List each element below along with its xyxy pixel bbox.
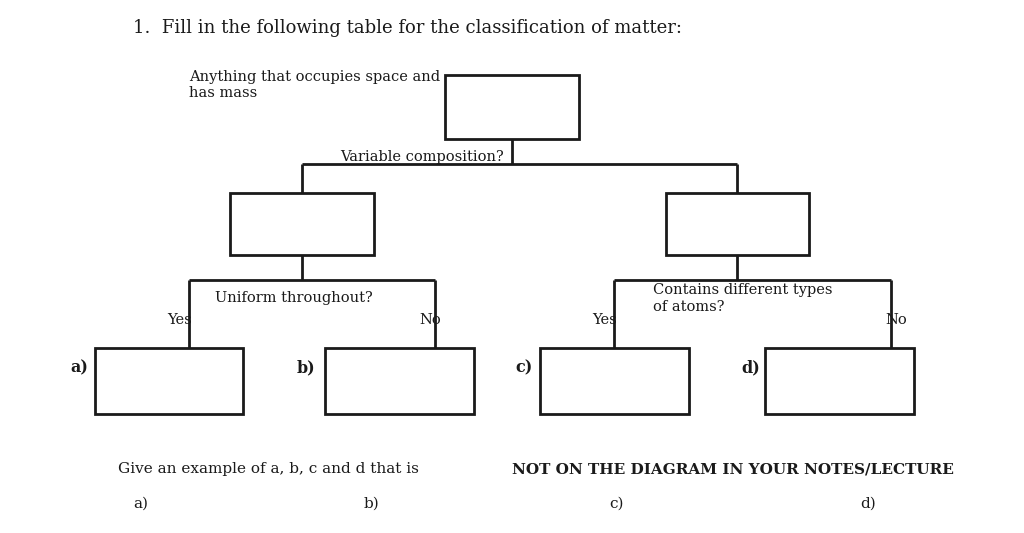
Text: NOT ON THE DIAGRAM IN YOUR NOTES/LECTURE: NOT ON THE DIAGRAM IN YOUR NOTES/LECTURE bbox=[512, 462, 954, 476]
Text: No: No bbox=[419, 313, 441, 327]
Text: Yes: Yes bbox=[167, 313, 191, 327]
Bar bbox=[765, 348, 913, 415]
Text: c): c) bbox=[609, 497, 624, 511]
Text: Contains different types
of atoms?: Contains different types of atoms? bbox=[653, 284, 833, 313]
Text: Uniform throughout?: Uniform throughout? bbox=[215, 292, 373, 305]
Text: Give an example of a, b, c and d that is: Give an example of a, b, c and d that is bbox=[118, 462, 424, 476]
Text: a): a) bbox=[133, 497, 148, 511]
Bar bbox=[95, 348, 244, 415]
Bar bbox=[230, 193, 374, 255]
Text: Anything that occupies space and
has mass: Anything that occupies space and has mas… bbox=[189, 70, 440, 100]
Bar bbox=[326, 348, 473, 415]
Text: a): a) bbox=[71, 359, 88, 376]
Text: Variable composition?: Variable composition? bbox=[340, 150, 504, 164]
Text: b): b) bbox=[297, 359, 315, 376]
Text: Yes: Yes bbox=[592, 313, 616, 327]
Text: 1.  Fill in the following table for the classification of matter:: 1. Fill in the following table for the c… bbox=[133, 19, 682, 37]
Text: No: No bbox=[885, 313, 907, 327]
Text: b): b) bbox=[364, 497, 379, 511]
Bar bbox=[541, 348, 688, 415]
Text: d): d) bbox=[860, 497, 876, 511]
Text: c): c) bbox=[515, 359, 532, 376]
Bar bbox=[666, 193, 809, 255]
Text: d): d) bbox=[741, 359, 760, 376]
Bar bbox=[445, 75, 579, 139]
